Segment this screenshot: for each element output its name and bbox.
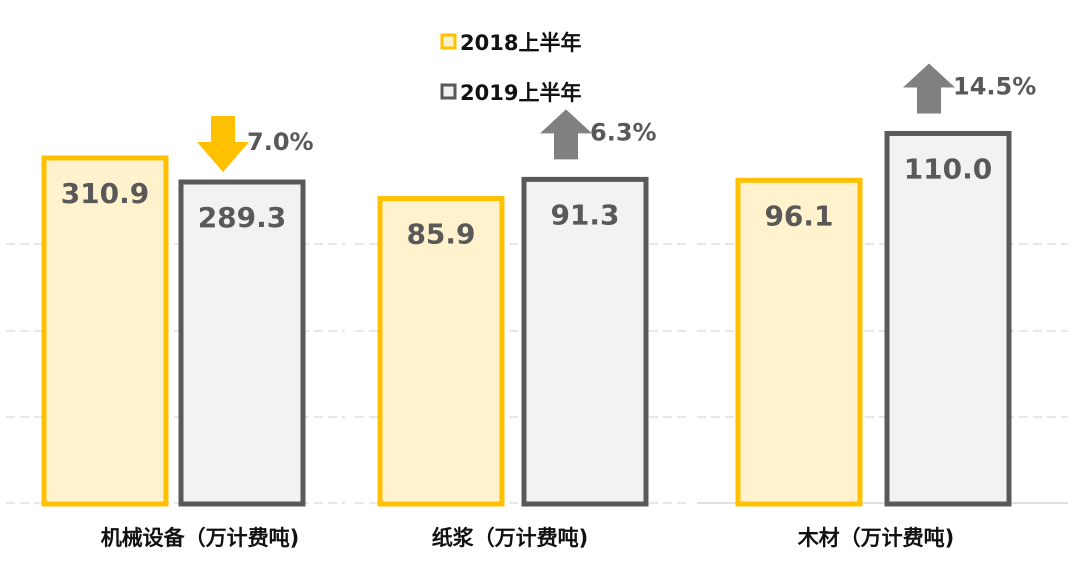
data-label: 85.9 xyxy=(406,218,475,251)
down-arrow-icon xyxy=(197,115,249,172)
category-label: 木材（万计费吨) xyxy=(797,526,955,550)
bar xyxy=(884,130,1012,507)
data-label: 110.0 xyxy=(904,152,993,185)
legend-label: 2018上半年 xyxy=(460,31,581,55)
change-label: 7.0% xyxy=(247,128,314,156)
change-label: 6.3% xyxy=(590,118,657,146)
data-label: 289.3 xyxy=(198,201,287,234)
up-arrow-icon xyxy=(540,109,592,160)
change-label: 14.5% xyxy=(953,72,1036,100)
up-arrow-icon xyxy=(903,63,955,114)
data-label: 91.3 xyxy=(550,198,619,231)
category-label: 纸浆（万计费吨) xyxy=(432,526,589,550)
category-label: 机械设备（万计费吨) xyxy=(101,526,300,550)
bar xyxy=(377,196,505,507)
data-label: 310.9 xyxy=(61,177,150,210)
bar xyxy=(521,176,649,507)
legend-label: 2019上半年 xyxy=(460,81,581,105)
legend-swatch xyxy=(440,33,457,50)
bar xyxy=(735,177,863,507)
bar xyxy=(178,179,306,507)
legend-swatch xyxy=(440,83,457,100)
data-label: 96.1 xyxy=(764,199,833,232)
bar xyxy=(41,155,169,507)
